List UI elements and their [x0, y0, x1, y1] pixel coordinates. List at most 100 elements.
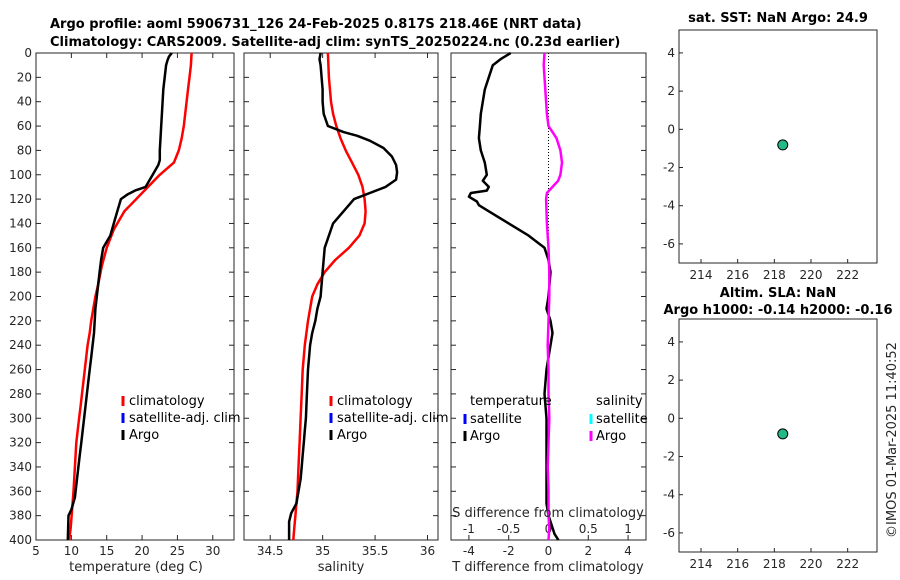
- temperature-legend-label: satellite-adj. clim: [129, 411, 241, 426]
- salinity-axes-box: [243, 52, 439, 541]
- sla-xtick-label: 214: [690, 557, 713, 571]
- salinity-line-argo: [287, 52, 399, 540]
- sla-xtick-label: 216: [726, 557, 749, 571]
- difference-xlabel: T difference from climatology: [451, 560, 644, 575]
- sla-map-panel: -6 -4 -2 0 2 4 214 216 218 220 222: [663, 318, 878, 571]
- difference-s-tick-label: -0.5: [497, 522, 520, 536]
- temperature-ytick-label: 0: [24, 46, 32, 60]
- temperature-legend-label: Argo: [129, 428, 159, 443]
- sla-xtick-label: 220: [800, 557, 823, 571]
- sla-ytick-label: 2: [667, 373, 675, 387]
- sst-xtick-label: 218: [763, 268, 786, 282]
- temperature-line-climatology: [67, 52, 193, 541]
- temperature-ytick-label: 200: [9, 290, 32, 304]
- temperature-legend-label: climatology: [129, 394, 205, 409]
- difference-legend-s-label: Argo: [596, 429, 626, 444]
- difference-legend-s-label: satellite: [596, 412, 648, 427]
- salinity-legend-label: satellite-adj. clim: [337, 411, 449, 426]
- sla-ytick-label: -6: [663, 526, 675, 540]
- temperature-xtick-label: 25: [170, 544, 185, 558]
- temperature-ytick-label: 60: [17, 119, 32, 133]
- sla-xtick-label: 222: [836, 557, 859, 571]
- temperature-xtick-label: 10: [64, 544, 79, 558]
- salinity-xlabel: salinity: [318, 560, 365, 575]
- sla-ytick-label: -4: [663, 488, 675, 502]
- temperature-xtick-label: 5: [32, 544, 40, 558]
- difference-legend-header-temperature: temperature: [470, 394, 552, 409]
- difference-xtick-label: 4: [624, 544, 632, 558]
- temperature-ytick-label: 360: [9, 484, 32, 498]
- sla-xtick-label: 218: [763, 557, 786, 571]
- sst-argo-marker: [777, 139, 789, 151]
- temperature-ytick-label: 160: [9, 241, 32, 255]
- temperature-ytick-label: 400: [9, 533, 32, 547]
- difference-legend-t-label: Argo: [470, 429, 500, 444]
- temperature-ytick-label: 340: [9, 460, 32, 474]
- difference-xtick-label: 0: [545, 544, 553, 558]
- sst-xtick-label: 220: [800, 268, 823, 282]
- temperature-xtick-label: 15: [99, 544, 114, 558]
- sla-ytick-label: 4: [667, 335, 675, 349]
- difference-xtick-label: 2: [584, 544, 592, 558]
- difference-s-tick-label: 1: [624, 522, 632, 536]
- temperature-axes-box: [35, 52, 235, 541]
- salinity-xtick-label: 35: [315, 544, 330, 558]
- difference-line-s-argo-clim: [542, 52, 564, 541]
- difference-xtick-label: -2: [503, 544, 515, 558]
- temperature-ytick-label: 140: [9, 216, 32, 230]
- sla-panel-title-line2: Argo h1000: -0.14 h2000: -0.16: [663, 303, 892, 318]
- temperature-profile-panel: 0 20 40 60 80 100 120 140 160 180 200 220 240 260 280 3…: [9, 46, 241, 558]
- sst-ytick-label: 4: [667, 46, 675, 60]
- temperature-xlabel: temperature (deg C): [69, 560, 203, 575]
- temperature-xtick-label: 30: [205, 544, 220, 558]
- temperature-ytick-label: 80: [17, 143, 32, 157]
- sst-axes-box: [678, 29, 878, 264]
- salinity-legend-label: Argo: [337, 428, 367, 443]
- imos-timestamp: ©IMOS 01-Mar-2025 11:40:52: [885, 342, 900, 538]
- figure-title-line2: Climatology: CARS2009. Satellite-adj cli…: [50, 35, 620, 50]
- temperature-line-argo: [66, 52, 173, 541]
- difference-line-t-argo-clim: [467, 51, 560, 541]
- temperature-ytick-label: 220: [9, 314, 32, 328]
- sla-ytick-label: 0: [667, 411, 675, 425]
- sst-xtick-label: 222: [836, 268, 859, 282]
- difference-legend-t-label: satellite: [470, 412, 522, 427]
- sla-axes-box: [678, 318, 878, 553]
- sst-ytick-label: -4: [663, 199, 675, 213]
- sla-panel-title-line1: Altim. SLA: NaN: [720, 286, 836, 301]
- difference-xtick-label: -4: [463, 544, 475, 558]
- difference-legend-header-salinity: salinity: [596, 394, 643, 409]
- temperature-ytick-label: 100: [9, 168, 32, 182]
- temperature-ytick-label: 300: [9, 411, 32, 425]
- difference-s-tick-label: 0.5: [579, 522, 598, 536]
- sst-ytick-label: -6: [663, 237, 675, 251]
- difference-top-axis-label: S difference from climatology: [452, 506, 644, 521]
- temperature-ytick-label: 120: [9, 192, 32, 206]
- temperature-ytick-label: 180: [9, 265, 32, 279]
- temperature-ytick-label: 260: [9, 363, 32, 377]
- temperature-ytick-label: 40: [17, 95, 32, 109]
- sst-panel-title: sat. SST: NaN Argo: 24.9: [688, 11, 868, 26]
- sst-ytick-label: 2: [667, 84, 675, 98]
- temperature-ytick-label: 20: [17, 70, 32, 84]
- salinity-line-climatology: [292, 52, 367, 541]
- salinity-legend-label: climatology: [337, 394, 413, 409]
- temperature-ytick-label: 240: [9, 338, 32, 352]
- figure-title-line1: Argo profile: aoml 5906731_126 24-Feb-20…: [50, 17, 582, 32]
- temperature-ytick-label: 280: [9, 387, 32, 401]
- salinity-profile-panel: 34.5 35 35.5 36 climatology satellite-adj. cl…: [243, 52, 449, 558]
- difference-s-tick-label: -1: [463, 522, 475, 536]
- sst-map-panel: -6 -4 -2 0 2 4 214 216 218 220 222: [663, 29, 878, 282]
- temperature-ytick-label: 320: [9, 436, 32, 450]
- sla-ytick-label: -2: [663, 450, 675, 464]
- salinity-xtick-label: 35.5: [362, 544, 389, 558]
- sst-xtick-label: 216: [726, 268, 749, 282]
- sla-argo-marker: [777, 428, 789, 440]
- sst-ytick-label: -2: [663, 161, 675, 175]
- sst-xtick-label: 214: [690, 268, 713, 282]
- salinity-xtick-label: 34.5: [257, 544, 284, 558]
- temperature-ytick-label: 380: [9, 509, 32, 523]
- salinity-xtick-label: 36: [420, 544, 435, 558]
